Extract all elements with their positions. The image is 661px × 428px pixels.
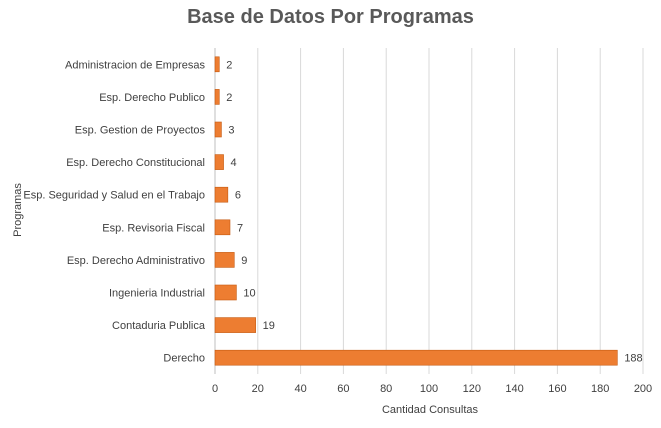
bar [214,186,229,203]
x-tick-label: 80 [380,383,392,395]
bar [214,121,222,138]
data-label: 9 [241,255,247,267]
data-label: 2 [226,92,232,104]
x-tick-label: 20 [252,383,264,395]
category-label: Esp. Gestion de Proyectos [75,125,206,137]
category-label: Esp. Derecho Constitucional [66,157,205,169]
x-tick-label: 200 [634,383,652,395]
data-label: 2 [226,59,232,71]
category-label: Esp. Seguridad y Salud en el Trabajo [23,190,205,202]
x-tick-label: 120 [463,383,481,395]
bar-layer [214,56,618,366]
x-tick-label: 100 [420,383,438,395]
data-label: 188 [624,353,642,365]
category-label: Ingenieria Industrial [109,288,205,300]
grid-layer [214,48,644,374]
x-tick-label: 40 [294,383,306,395]
bar [214,284,237,301]
bar [214,56,220,73]
category-label: Contaduria Publica [112,320,206,332]
bar [214,89,220,105]
category-label: Derecho [163,353,205,365]
x-tick-label: 180 [591,383,609,395]
data-label: 4 [231,157,237,169]
bar [214,317,256,333]
data-label: 10 [243,288,255,300]
data-label: 7 [237,222,243,234]
category-label: Esp. Derecho Publico [99,92,205,104]
bar [214,252,235,268]
category-label: Administracion de Empresas [65,59,206,71]
bar [214,154,224,170]
data-label: 3 [228,125,234,137]
x-tick-label: 160 [548,383,566,395]
data-label: 19 [263,320,275,332]
bar [214,349,618,366]
label-layer: 0 20 40 60 80 100 120 140 160 180 200 Administracio… [23,59,652,395]
x-tick-label: 140 [505,383,523,395]
category-label: Esp. Derecho Administrativo [67,255,205,267]
y-axis-title: Programas [12,183,24,237]
x-tick-label: 60 [337,383,349,395]
x-tick-label: 0 [212,383,218,395]
bar [214,219,231,236]
x-axis-title: Cantidad Consultas [382,404,479,416]
chart-title: Base de Datos Por Programas [187,6,474,28]
data-label: 6 [235,190,241,202]
category-label: Esp. Revisoria Fiscal [102,222,205,234]
